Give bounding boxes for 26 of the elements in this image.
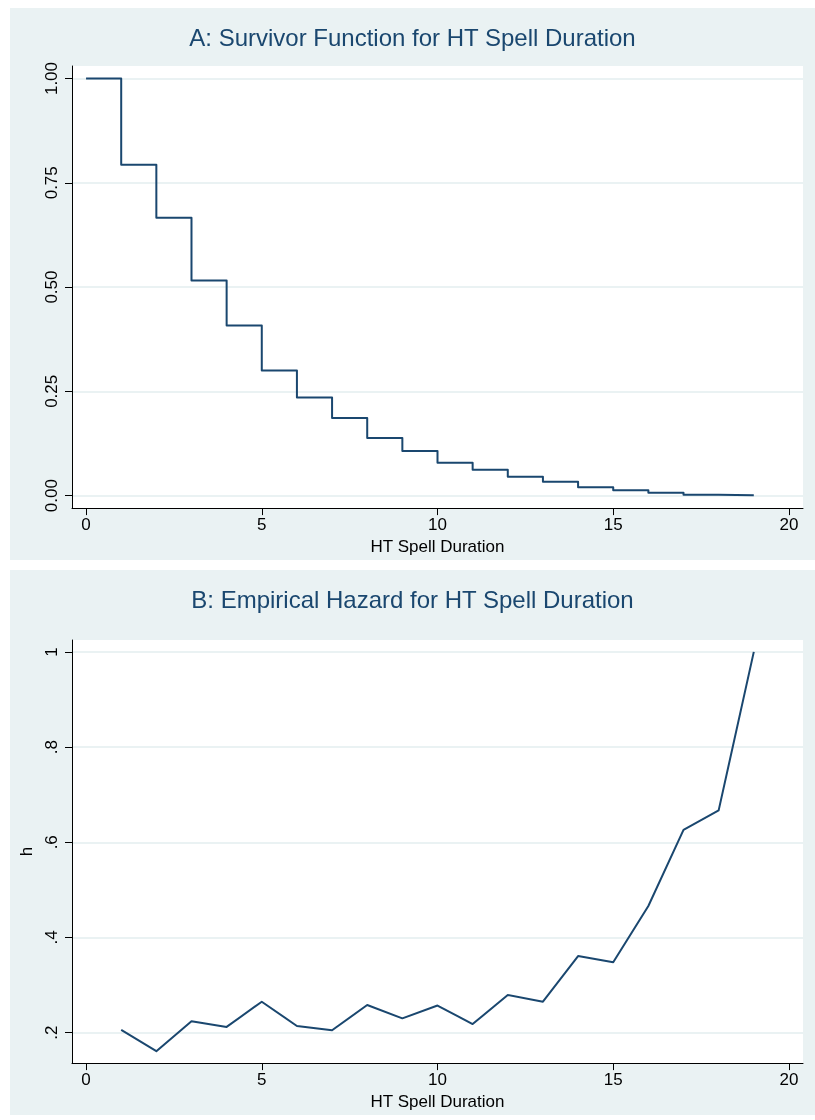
x-tick-label: 20 bbox=[779, 1070, 799, 1090]
y-axis-title: h bbox=[17, 846, 37, 857]
y-tick-label: 0.00 bbox=[42, 479, 61, 513]
chart-title: B: Empirical Hazard for HT Spell Duration bbox=[191, 585, 634, 613]
x-axis-title: HT Spell Duration bbox=[370, 1092, 505, 1111]
x-tick-label: 20 bbox=[779, 515, 799, 535]
x-tick-label: 15 bbox=[603, 1070, 623, 1090]
x-tick-label: 0 bbox=[81, 515, 91, 535]
x-tick-label: 15 bbox=[603, 515, 623, 535]
y-tick-label: 0.50 bbox=[42, 270, 61, 304]
y-tick-label: .6 bbox=[42, 835, 61, 850]
chart-title: A: Survivor Function for HT Spell Duration bbox=[189, 23, 636, 51]
x-tick-label: 10 bbox=[428, 1070, 447, 1090]
y-tick-label: .2 bbox=[42, 1025, 61, 1040]
y-tick-label: .8 bbox=[42, 739, 61, 755]
y-tick-label: 0.75 bbox=[42, 166, 61, 200]
x-tick-label: 5 bbox=[257, 1070, 267, 1090]
line-series bbox=[120, 650, 755, 1053]
x-axis-title: HT Spell Duration bbox=[370, 537, 505, 556]
y-tick-label: .4 bbox=[42, 930, 61, 945]
y-tick-label: 0.25 bbox=[42, 374, 61, 408]
y-tick-label: 1.00 bbox=[42, 61, 61, 96]
x-tick-label: 5 bbox=[257, 515, 267, 535]
x-tick-label: 0 bbox=[81, 1070, 91, 1090]
y-tick-label: 1 bbox=[42, 647, 61, 657]
x-tick-label: 10 bbox=[428, 515, 447, 535]
